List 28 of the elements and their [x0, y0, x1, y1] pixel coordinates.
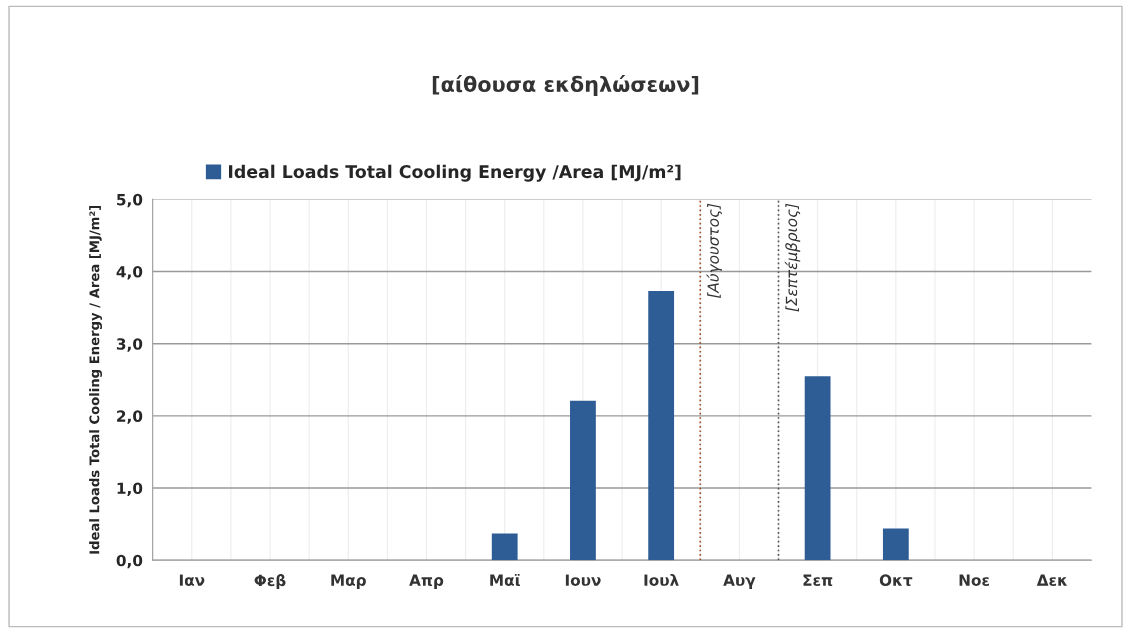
- x-tick-label: Απρ: [409, 574, 444, 589]
- bar: [882, 528, 909, 561]
- x-tick-label: Οκτ: [879, 574, 913, 586]
- x-tick-label: Σεπ: [803, 574, 833, 586]
- x-tick-label: Μαρ: [331, 574, 366, 589]
- y-tick-label: 1,0: [117, 482, 143, 497]
- y-tick-label: 0,0: [116, 554, 143, 569]
- x-tick-label: Ιαν: [179, 574, 205, 586]
- bar: [491, 533, 518, 561]
- y-tick-label: 3,0: [116, 338, 143, 352]
- ref-line-label: [Σεπτέμβριος]: [784, 203, 801, 312]
- x-tick-label: Ιουλ: [644, 574, 679, 586]
- x-tick-label: Ιουν: [565, 574, 601, 586]
- x-tick-label: Νοε: [959, 574, 989, 586]
- x-tick-label: Φεβ: [254, 574, 286, 590]
- legend-label: Ideal Loads Total Cooling Energy /Area [MJ/m²]: [228, 164, 681, 182]
- ref-line-label: [Αύγουστος]: [706, 203, 722, 299]
- chart-title: [αίθουσα εκδηλώσεων]: [432, 75, 699, 97]
- y-tick-label: 4,0: [116, 266, 143, 280]
- y-tick-label: 5,0: [117, 193, 143, 208]
- y-axis-title: Ideal Loads Total Cooling Energy / Area [MJ/m²]: [89, 205, 103, 554]
- x-tick-label: Δεκ: [1036, 574, 1068, 586]
- bar: [570, 400, 596, 561]
- x-tick-label: Αυγ: [723, 574, 756, 589]
- y-tick-label: 2,0: [117, 410, 143, 424]
- x-tick-label: Μαϊ: [490, 573, 521, 586]
- bar: [648, 291, 675, 561]
- bar: [804, 376, 831, 561]
